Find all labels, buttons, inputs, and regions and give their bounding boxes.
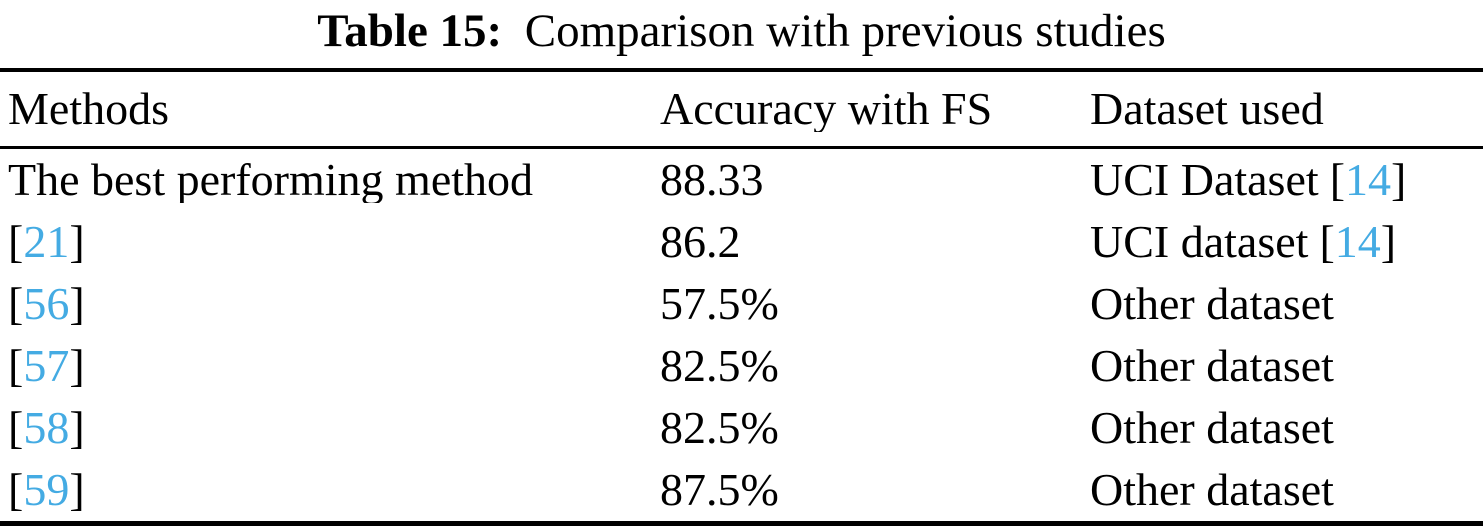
- method-cell: The best performing method: [0, 157, 660, 203]
- column-header-accuracy: Accuracy with FS: [660, 86, 993, 132]
- table-bottom-rule: [0, 521, 1483, 526]
- method-text: The best performing method: [8, 157, 534, 203]
- citation-link[interactable]: 21: [23, 219, 70, 265]
- bracket-close: ]: [69, 219, 85, 265]
- table-row: [58] 82.5% Other dataset: [0, 397, 1483, 459]
- dataset-cell: UCI dataset [14]: [1090, 219, 1483, 265]
- table-row: [59] 87.5% Other dataset: [0, 459, 1483, 521]
- accuracy-cell: 82.5%: [660, 343, 779, 389]
- bracket-open: [: [8, 467, 24, 513]
- bracket-close: ]: [1391, 157, 1407, 203]
- table-row: The best performing method 88.33 UCI Dat…: [0, 149, 1483, 211]
- bracket-close: ]: [1380, 219, 1397, 265]
- column-header-dataset: Dataset used: [1090, 86, 1324, 132]
- dataset-text: Other dataset: [1090, 343, 1334, 389]
- method-cell: [56]: [0, 281, 660, 327]
- table-caption: Table 15: Comparison with previous studi…: [0, 0, 1483, 68]
- bracket-close: ]: [69, 467, 85, 513]
- table-body: The best performing method 88.33 UCI Dat…: [0, 149, 1483, 521]
- dataset-cell: Other dataset: [1090, 467, 1483, 513]
- table-row: [56] 57.5% Other dataset: [0, 273, 1483, 335]
- method-cell: [59]: [0, 467, 660, 513]
- accuracy-cell: 57.5%: [660, 281, 779, 327]
- table-caption-text: Comparison with previous studies: [524, 5, 1166, 57]
- table-row: [21] 86.2 UCI dataset [14]: [0, 211, 1483, 273]
- accuracy-cell: 86.2: [660, 219, 741, 265]
- dataset-text: Other dataset: [1090, 467, 1334, 513]
- citation-link[interactable]: 58: [23, 405, 70, 451]
- citation-link[interactable]: 14: [1334, 219, 1381, 265]
- method-citation: [58]: [8, 405, 85, 451]
- dataset-cell: Other dataset: [1090, 405, 1483, 451]
- dataset-text: Other dataset: [1090, 405, 1334, 451]
- dataset-citation: [14]: [1330, 157, 1407, 203]
- table-header-row: Methods Accuracy with FS Dataset used: [0, 72, 1483, 146]
- dataset-text: UCI Dataset: [1090, 157, 1319, 203]
- method-citation: [56]: [8, 281, 85, 327]
- bracket-close: ]: [69, 405, 85, 451]
- table-header-rule: [0, 146, 1483, 149]
- column-header-methods: Methods: [8, 86, 169, 132]
- bracket-open: [: [8, 343, 24, 389]
- citation-link[interactable]: 14: [1345, 157, 1392, 203]
- bracket-open: [: [8, 281, 24, 327]
- citation-link[interactable]: 56: [23, 281, 70, 327]
- table-top-rule: [0, 68, 1483, 72]
- bracket-open: [: [8, 405, 24, 451]
- method-cell: [58]: [0, 405, 660, 451]
- bracket-close: ]: [69, 281, 85, 327]
- accuracy-cell: 87.5%: [660, 467, 779, 513]
- bracket-close: ]: [69, 343, 85, 389]
- accuracy-cell: 88.33: [660, 157, 764, 203]
- method-cell: [57]: [0, 343, 660, 389]
- citation-link[interactable]: 59: [23, 467, 70, 513]
- dataset-cell: UCI Dataset [14]: [1090, 157, 1483, 203]
- method-citation: [59]: [8, 467, 85, 513]
- dataset-cell: Other dataset: [1090, 281, 1483, 327]
- bracket-open: [: [8, 219, 24, 265]
- method-cell: [21]: [0, 219, 660, 265]
- bracket-open: [: [1319, 219, 1335, 265]
- table-caption-label: Table 15:: [317, 5, 503, 57]
- dataset-citation: [14]: [1319, 219, 1396, 265]
- method-citation: [57]: [8, 343, 85, 389]
- accuracy-cell: 82.5%: [660, 405, 779, 451]
- bracket-open: [: [1329, 157, 1346, 203]
- dataset-text: Other dataset: [1090, 281, 1334, 327]
- table-row: [57] 82.5% Other dataset: [0, 335, 1483, 397]
- dataset-text: UCI dataset: [1090, 219, 1309, 265]
- citation-link[interactable]: 57: [23, 343, 70, 389]
- dataset-cell: Other dataset: [1090, 343, 1483, 389]
- method-citation: [21]: [8, 219, 85, 265]
